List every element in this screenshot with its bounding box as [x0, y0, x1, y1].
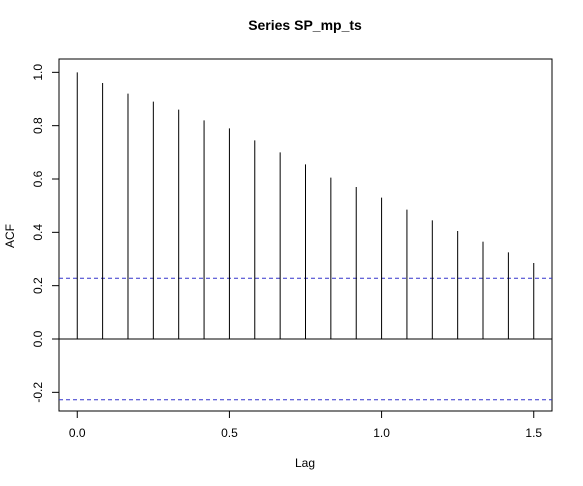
y-tick-label: -0.2 [31, 382, 45, 403]
acf-spikes [76, 72, 535, 339]
y-axis-label: ACF [3, 224, 17, 248]
y-tick-label: 0.4 [31, 224, 45, 241]
x-tick-label: 1.0 [373, 426, 390, 440]
y-tick-label: 0.0 [31, 330, 45, 347]
x-tick-label: 0.5 [221, 426, 238, 440]
x-tick-label: 0.0 [69, 426, 86, 440]
y-axis: -0.2 0.0 0.2 0.4 0.6 0.8 1.0 [31, 64, 60, 403]
y-tick-label: 0.8 [31, 117, 45, 134]
x-axis-label: Lag [295, 456, 315, 470]
y-tick-label: 0.6 [31, 170, 45, 187]
chart-title: Series SP_mp_ts [248, 17, 362, 33]
y-tick-label: 1.0 [31, 64, 45, 81]
x-axis: 0.0 0.5 1.0 1.5 [69, 410, 542, 440]
x-tick-label: 1.5 [525, 426, 542, 440]
y-tick-label: 0.2 [31, 277, 45, 294]
